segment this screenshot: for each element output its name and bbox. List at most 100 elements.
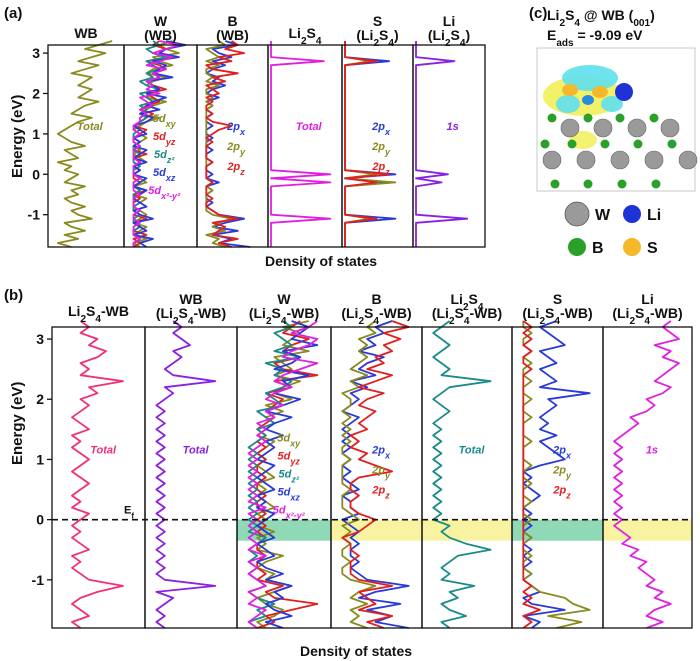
highlight-band [603, 519, 692, 541]
panel-subtitle: (Li2S4-WB) [341, 305, 411, 327]
dos-series-line [132, 40, 180, 247]
boron-atom [615, 113, 625, 123]
panel-title: W [154, 13, 168, 29]
dos-panel: S(Li2S4-WB) 2px 2py 2pz [511, 291, 604, 629]
tungsten-atom [678, 150, 698, 170]
orbital-label: 5dxz [153, 167, 176, 183]
orbital-label: 2py [371, 141, 391, 157]
sulfur-atom [562, 84, 578, 96]
orbital-label: 2py [371, 464, 391, 480]
orbital-label: Total [183, 444, 210, 456]
legend-swatch [623, 238, 641, 256]
dos-series-line [155, 320, 217, 629]
orbital-label: Total [296, 121, 323, 133]
boron-atom [633, 139, 643, 149]
dos-series-line [71, 320, 124, 629]
dos-panel: S(Li2S4) 2px 2py 2pz [341, 13, 414, 248]
orbital-label: 2px [371, 444, 391, 460]
dos-series-line [344, 41, 390, 247]
legend-label: Li [647, 207, 661, 224]
y-tick-label: 2 [32, 85, 40, 101]
panel-frame [602, 326, 693, 629]
orbital-label: Total [459, 444, 486, 456]
orbital-label: 5dz² [154, 149, 175, 165]
boron-atom [649, 113, 659, 123]
panel-subtitle: (Li2S4-WB) [249, 305, 319, 327]
panel-frame [421, 326, 513, 629]
y-tick-label: 0 [36, 512, 44, 528]
panel-title: W [277, 291, 291, 307]
orbital-label: 2py [552, 464, 572, 480]
boron-atom [550, 179, 560, 189]
y-tick-label: 2 [36, 391, 44, 407]
boron-atom [651, 179, 661, 189]
panel-title: Li [641, 291, 653, 307]
y-tick-label: -1 [32, 572, 45, 588]
panel-frame [511, 326, 604, 629]
orbital-label: 2pz [371, 161, 390, 177]
panel-subtitle: (Li2S4) [428, 27, 470, 49]
highlight-band [422, 519, 512, 541]
dos-series-line [247, 320, 319, 629]
dos-series-line [270, 41, 332, 247]
substrate-atoms [540, 113, 698, 189]
boron-atom [600, 139, 610, 149]
legend-swatch [568, 238, 586, 256]
y-tick-label: 0 [32, 166, 40, 182]
atom-legend: W Li B S [564, 201, 661, 257]
tungsten-atom [644, 150, 664, 170]
charge-depletion-lobe [601, 96, 623, 112]
boron-atom [540, 139, 550, 149]
dos-series-line [415, 41, 469, 247]
orbital-label: 5dx²-y² [148, 185, 181, 201]
dos-panel: W(Li2S4-WB) 5dxy 5dyz 5dz² 5dxz 5dx²-y² [236, 291, 332, 629]
panel-title: Li2S4-WB [68, 303, 129, 325]
chart-a: WBTotalW(WB)5dxy5dyz5dz²5dxz5dx²-y²B(WB)… [28, 13, 486, 248]
panel-title: WB [179, 291, 202, 307]
dos-panel: Li2S4(Li2S4-WB) Total [421, 291, 513, 629]
dos-series-line [256, 320, 310, 629]
dos-panel: Li(Li2S4-WB) 1s [602, 291, 693, 629]
orbital-label: 5dxy [277, 432, 301, 448]
dos-panel: Li2S4-WB Total [51, 303, 146, 629]
panel-subtitle: (WB) [216, 27, 249, 43]
dos-series-line [613, 320, 680, 629]
boron-atom [667, 139, 677, 149]
orbital-label: 5dx²-y² [273, 504, 306, 520]
dos-series-line [56, 40, 113, 248]
y-tick-label: 3 [32, 45, 40, 61]
boron-atom [583, 179, 593, 189]
panel-a-label: (a) [4, 5, 22, 22]
panel-b-label: (b) [4, 287, 23, 304]
panel-title: S [373, 13, 382, 29]
y-tick-label: 1 [32, 126, 40, 142]
orbital-label: 2px [371, 121, 391, 137]
dos-panel: Li(Li2S4) 1s [412, 13, 486, 248]
y-tick-label: 1 [36, 451, 44, 467]
orbital-label: 2pz [371, 484, 390, 500]
boron-atom [547, 113, 557, 123]
panel-title: B [227, 13, 237, 29]
legend-swatch [564, 201, 590, 227]
panel-title: WB [74, 25, 97, 41]
orbital-label: 1s [646, 444, 658, 456]
charge-depletion-lobe [562, 65, 618, 91]
orbital-label: Total [77, 121, 104, 133]
panel-title: B [371, 291, 381, 307]
orbital-label: 2pz [226, 161, 245, 177]
tungsten-atom [660, 118, 680, 138]
lithium-atom [582, 95, 594, 105]
orbital-label: 5dyz [153, 131, 176, 147]
legend-label: S [647, 240, 658, 257]
highlight-band [512, 519, 603, 541]
dos-series-line [205, 40, 233, 248]
xlabel-a: Density of states [265, 253, 377, 269]
panel-subtitle: (Li2S4-WB) [156, 305, 226, 327]
panel-c-label: (c) [529, 5, 547, 22]
structure-title: Li2S4 @ WB (001) [547, 7, 655, 29]
orbital-label: 1s [446, 121, 458, 133]
orbital-label: 2py [226, 141, 246, 157]
tungsten-atom [576, 150, 596, 170]
orbital-label: 5dxz [278, 486, 301, 502]
